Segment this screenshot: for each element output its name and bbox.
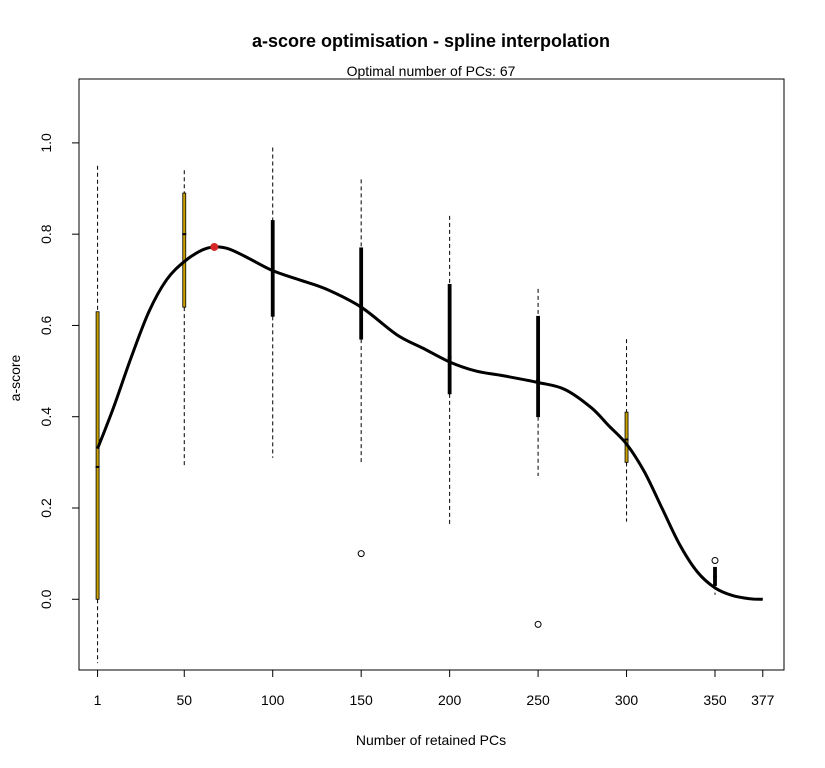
- boxplot-150: [357, 179, 365, 558]
- x-tick-label: 1: [94, 692, 102, 708]
- x-tick-label: 50: [176, 692, 192, 708]
- y-tick-label: 0.6: [38, 315, 54, 335]
- x-tick-label: 150: [349, 692, 373, 708]
- spline-line: [96, 245, 763, 601]
- box: [95, 311, 100, 600]
- boxplot-50: [182, 170, 187, 467]
- x-tick-label: 300: [615, 692, 639, 708]
- y-tick-label: 0.0: [38, 589, 54, 609]
- x-tick-label: 200: [438, 692, 462, 708]
- boxplot-300: [624, 339, 629, 522]
- optimum-point: [210, 242, 219, 251]
- x-axis-label: Number of retained PCs: [356, 732, 506, 748]
- boxplot-1: [95, 165, 100, 664]
- y-tick-label: 1.0: [38, 133, 54, 153]
- outlier-point: [357, 550, 365, 558]
- chart-subtitle: Optimal number of PCs: 67: [347, 63, 516, 79]
- x-tick-label: 350: [703, 692, 727, 708]
- x-tick-label: 377: [751, 692, 775, 708]
- y-axis: 0.0 0.2 0.4 0.6 0.8 1.0: [38, 133, 80, 609]
- boxplot-100: [270, 147, 275, 458]
- box: [624, 411, 629, 463]
- boxplot-200: [447, 215, 452, 527]
- y-tick-label: 0.8: [38, 224, 54, 244]
- chart-title: a-score optimisation - spline interpolat…: [252, 31, 610, 51]
- plot-frame: [78, 78, 785, 671]
- y-tick-label: 0.2: [38, 498, 54, 518]
- box: [270, 220, 275, 317]
- x-tick-label: 250: [526, 692, 550, 708]
- outlier-point: [711, 556, 719, 564]
- boxplot-250: [534, 288, 542, 628]
- plot-marks: [95, 147, 763, 664]
- y-tick-label: 0.4: [38, 407, 54, 427]
- outlier-point: [534, 620, 542, 628]
- x-tick-label: 100: [261, 692, 285, 708]
- box: [182, 192, 187, 308]
- y-axis-label: a-score: [7, 354, 23, 401]
- box: [359, 247, 364, 340]
- x-axis: 1 50 100 150 200 250 300 350 377: [94, 669, 775, 708]
- box: [536, 315, 540, 418]
- box: [447, 283, 452, 395]
